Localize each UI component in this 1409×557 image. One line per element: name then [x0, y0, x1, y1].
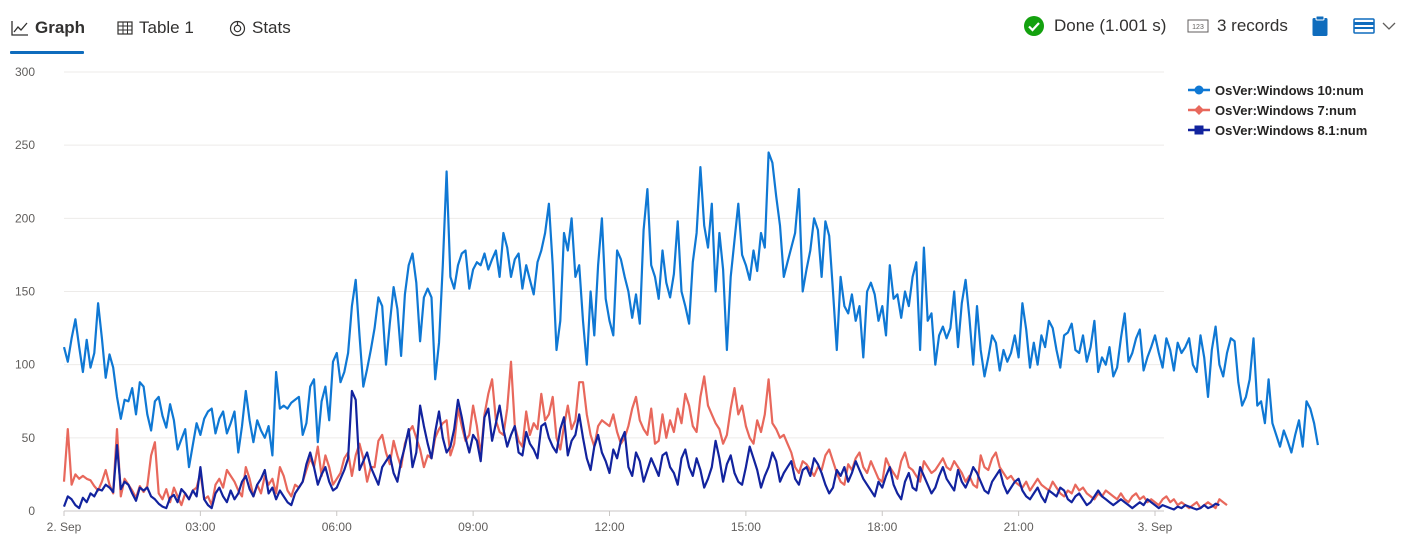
y-tick-label: 300: [15, 65, 35, 79]
x-tick-label: 18:00: [867, 520, 897, 534]
view-options-dropdown[interactable]: [1353, 12, 1397, 40]
status-text: Done (1.001 s): [1054, 16, 1167, 35]
records-text: 3 records: [1217, 16, 1288, 35]
x-tick-label: 06:00: [322, 520, 352, 534]
table-icon: [117, 21, 133, 35]
query-status: Done (1.001 s): [1023, 12, 1166, 40]
series-line-3[interactable]: [62, 389, 1220, 511]
legend-marker-diamond: [1194, 105, 1204, 115]
chevron-down-icon: [1382, 22, 1396, 30]
x-tick-label: 03:00: [185, 520, 215, 534]
active-tab-indicator: [10, 51, 84, 54]
layout-icon: [1353, 18, 1375, 34]
x-tick-label: 2. Sep: [47, 520, 82, 534]
line-chart-icon: [11, 21, 28, 36]
x-tick-label: 3. Sep: [1138, 520, 1173, 534]
x-tick-label: 09:00: [458, 520, 488, 534]
legend-label: OsVer:Windows 10:num: [1215, 83, 1364, 98]
toolbar: Graph Table 1 Stats Done (1.001 s) 123 3…: [0, 0, 1409, 56]
tab-stats[interactable]: Stats: [229, 14, 291, 42]
line-chart: 0 50 100 150 200 250 300 2. Sep 03:00 06:00 09:00 1…: [15, 65, 1367, 534]
y-tick-label: 50: [22, 431, 36, 445]
x-tick-label: 12:00: [594, 520, 624, 534]
y-tick-label: 150: [15, 285, 35, 299]
stats-icon: [229, 20, 246, 36]
records-icon: 123: [1187, 19, 1209, 33]
series-line-2[interactable]: [62, 360, 1228, 510]
legend-label: OsVer:Windows 8.1:num: [1215, 123, 1367, 138]
x-tick-label: 21:00: [1004, 520, 1034, 534]
records-badge: 123: [1192, 24, 1204, 31]
y-tick-label: 200: [15, 211, 35, 225]
tab-graph[interactable]: Graph: [11, 14, 85, 42]
legend-item[interactable]: OsVer:Windows 10:num: [1188, 83, 1364, 98]
legend-marker-square: [1194, 125, 1204, 135]
clipboard-icon: [1312, 15, 1328, 36]
tab-label: Graph: [35, 18, 86, 37]
checkmark-circle-icon: [1024, 16, 1044, 36]
y-tick-label: 250: [15, 138, 35, 152]
x-tick-label: 15:00: [731, 520, 761, 534]
tab-label: Stats: [252, 18, 291, 37]
y-tick-label: 0: [28, 504, 35, 518]
tab-label: Table 1: [139, 18, 194, 37]
series-line-1[interactable]: [62, 151, 1319, 469]
y-tick-label: 100: [15, 358, 35, 372]
tab-table-1[interactable]: Table 1: [117, 14, 194, 42]
legend-marker-circle: [1194, 85, 1204, 95]
legend-label: OsVer:Windows 7:num: [1215, 103, 1356, 118]
legend-item[interactable]: OsVer:Windows 7:num: [1188, 103, 1356, 118]
records-count: 123 3 records: [1187, 12, 1288, 40]
copy-button[interactable]: [1311, 12, 1329, 40]
legend-item[interactable]: OsVer:Windows 8.1:num: [1188, 123, 1367, 138]
